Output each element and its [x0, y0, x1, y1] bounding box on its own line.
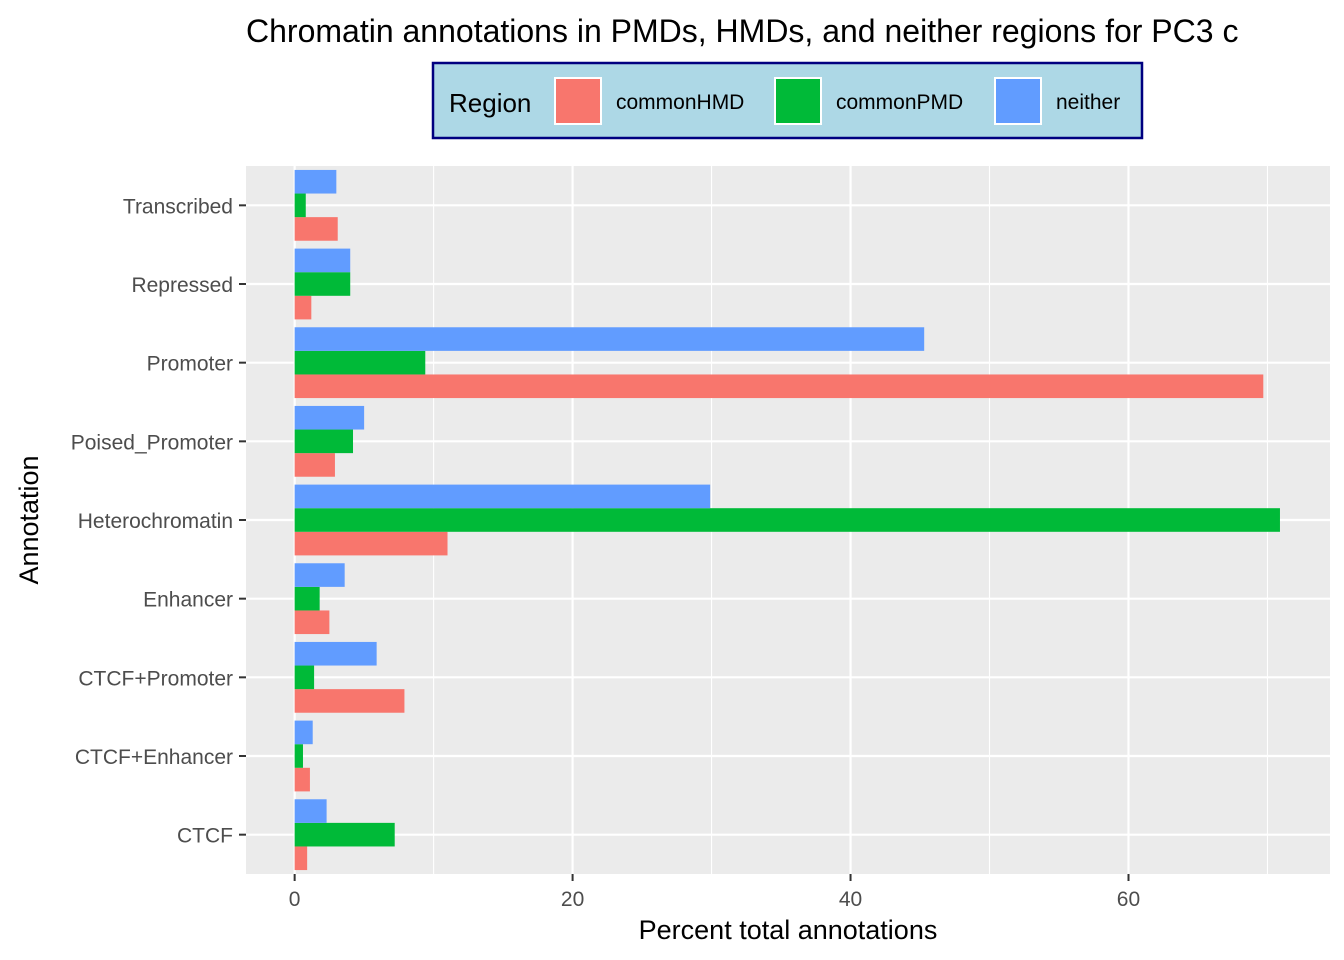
legend: Region commonHMD commonPMD neither — [431, 61, 1144, 140]
bar-commonPMD — [294, 193, 306, 218]
bar-commonHMD — [294, 767, 310, 792]
bar-commonPMD — [294, 586, 320, 611]
y-tick-label: CTCF+Promoter — [78, 667, 233, 690]
bar-commonHMD — [294, 846, 308, 871]
x-axis-label: Percent total annotations — [639, 915, 938, 945]
bar-commonHMD — [294, 453, 335, 477]
y-axis-label: Annotation — [14, 455, 44, 584]
x-tick-label: 20 — [561, 888, 584, 911]
legend-title: Region — [449, 88, 531, 118]
y-tick-label: Repressed — [131, 274, 233, 297]
bar-commonHMD — [294, 374, 1264, 399]
legend-label-commonHMD: commonHMD — [616, 91, 744, 114]
bar-neither — [294, 484, 711, 509]
bar-commonPMD — [294, 272, 351, 296]
legend-key-neither — [994, 77, 1042, 125]
bar-commonHMD — [294, 610, 330, 635]
x-tick-label: 60 — [1117, 888, 1140, 911]
bar-commonHMD — [294, 689, 405, 713]
bar-commonPMD — [294, 429, 354, 454]
x-tick-label: 40 — [839, 888, 862, 911]
y-tick-label: CTCF+Enhancer — [75, 746, 233, 769]
legend-key-commonHMD — [554, 77, 602, 125]
chart-title: Chromatin annotations in PMDs, HMDs, and… — [246, 13, 1238, 49]
bar-commonPMD — [294, 508, 1280, 532]
bar-neither — [294, 405, 365, 430]
bar-neither — [294, 641, 377, 666]
y-tick-label: Transcribed — [123, 195, 233, 218]
legend-label-commonPMD: commonPMD — [836, 91, 963, 114]
legend-key-commonPMD — [774, 77, 822, 125]
bar-neither — [294, 327, 925, 351]
y-tick-label: Enhancer — [143, 589, 233, 612]
y-tick-label: Heterochromatin — [78, 510, 233, 533]
y-tick-label: CTCF — [177, 825, 233, 848]
legend-label-neither: neither — [1056, 91, 1120, 114]
y-tick-label: Promoter — [147, 353, 233, 376]
bar-commonPMD — [294, 822, 395, 847]
bar-neither — [294, 248, 351, 273]
bar-commonHMD — [294, 531, 448, 556]
bar-neither — [294, 799, 327, 823]
bar-commonPMD — [294, 744, 303, 768]
bar-neither — [294, 720, 313, 745]
bar-neither — [294, 563, 345, 587]
x-tick-label: 0 — [289, 888, 301, 911]
bar-commonPMD — [294, 350, 426, 375]
bar-neither — [294, 169, 337, 194]
bar-commonPMD — [294, 665, 315, 690]
y-tick-label: Poised_Promoter — [71, 431, 233, 454]
bar-commonHMD — [294, 217, 338, 241]
bar-commonHMD — [294, 295, 312, 320]
